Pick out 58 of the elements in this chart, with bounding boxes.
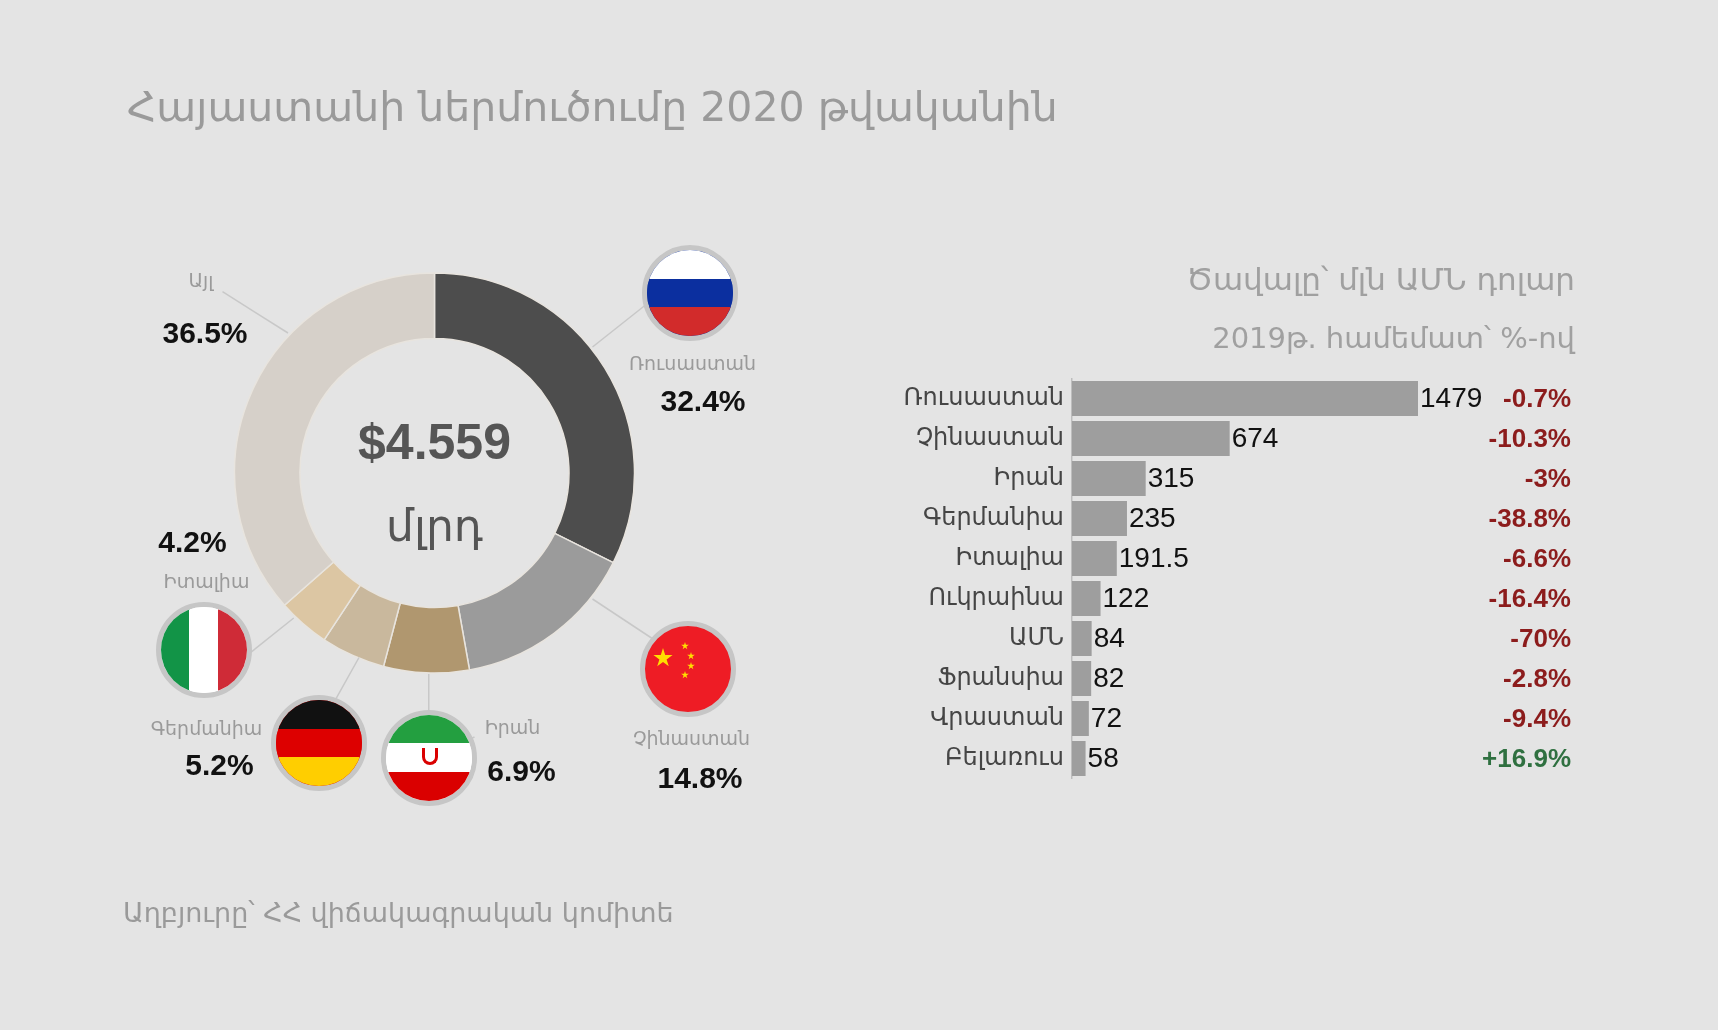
data-label: 1479 [1420,382,1483,414]
text: -70% [1510,622,1571,653]
bar [1072,701,1089,736]
text: +16.9% [1482,742,1571,773]
data-label: 84 [1093,622,1125,654]
y-tick-label: Ուկրաինա [928,582,1064,611]
text: մլրդ [386,500,483,552]
data-label: 674 [1231,422,1279,454]
data-label: 82 [1093,662,1125,694]
text: Աղբյուրը՝ ՀՀ վիճակագրական կոմիտե [123,896,674,930]
y-tick-label: Գերմանիա [923,502,1064,531]
bar [1072,421,1230,456]
data-label: 32.4% [660,384,746,418]
chart-title: Ծավալը՝ մլն ԱՄՆ դոլար [1186,260,1575,298]
bar [1072,741,1086,776]
bar [1072,501,1127,536]
bar [1072,661,1092,696]
slice-label: Ռուսաստան [629,351,756,374]
data-label: 36.5% [162,316,248,350]
bar [1072,581,1101,616]
chart-title: Հայաստանի ներմուծումը 2020 թվականին [127,82,1058,132]
y-tick-label: Իրան [993,462,1064,491]
y-tick-label: Ֆրանսիա [937,662,1064,691]
data-label: 122 [1102,582,1150,614]
bar [1072,621,1092,656]
y-tick-label: Չինաստան [915,422,1064,451]
data-label: 72 [1090,702,1122,734]
bar [1072,541,1117,576]
y-tick-label: Ռուսաստան [903,382,1064,411]
y-tick-label: Բելառուս [944,742,1064,771]
slice-label: Իրան [484,715,541,738]
data-label: 315 [1147,462,1195,494]
slice-label: Այլ [188,268,215,291]
y-tick-label: Վրաստան [930,702,1064,731]
slice-label: Գերմանիա [150,716,263,739]
bar [1072,461,1146,496]
text: -3% [1524,462,1571,493]
text: -2.8% [1503,662,1571,693]
text: -0.7% [1503,382,1571,413]
y-tick-label: ԱՄՆ [1009,622,1064,651]
text: $4.559 [358,413,511,470]
text: -38.8% [1488,502,1571,533]
text: -16.4% [1488,582,1571,613]
chart-subtitle: 2019թ. համեմատ՝ %-ով [1212,320,1575,357]
data-label: 5.2% [185,748,254,782]
text: -6.6% [1503,542,1571,573]
data-label: 6.9% [487,754,556,788]
data-label: 191.5 [1118,542,1189,574]
slice-label: Չինաստան [632,726,751,749]
data-label: 58 [1087,742,1119,774]
data-label: 235 [1128,502,1176,534]
y-tick-label: Իտալիա [955,542,1064,571]
bar [1072,381,1418,416]
slice-label: Իտալիա [163,569,250,592]
text: -9.4% [1503,702,1571,733]
data-label: 4.2% [158,525,227,559]
text: -10.3% [1488,422,1571,453]
data-label: 14.8% [657,761,743,795]
